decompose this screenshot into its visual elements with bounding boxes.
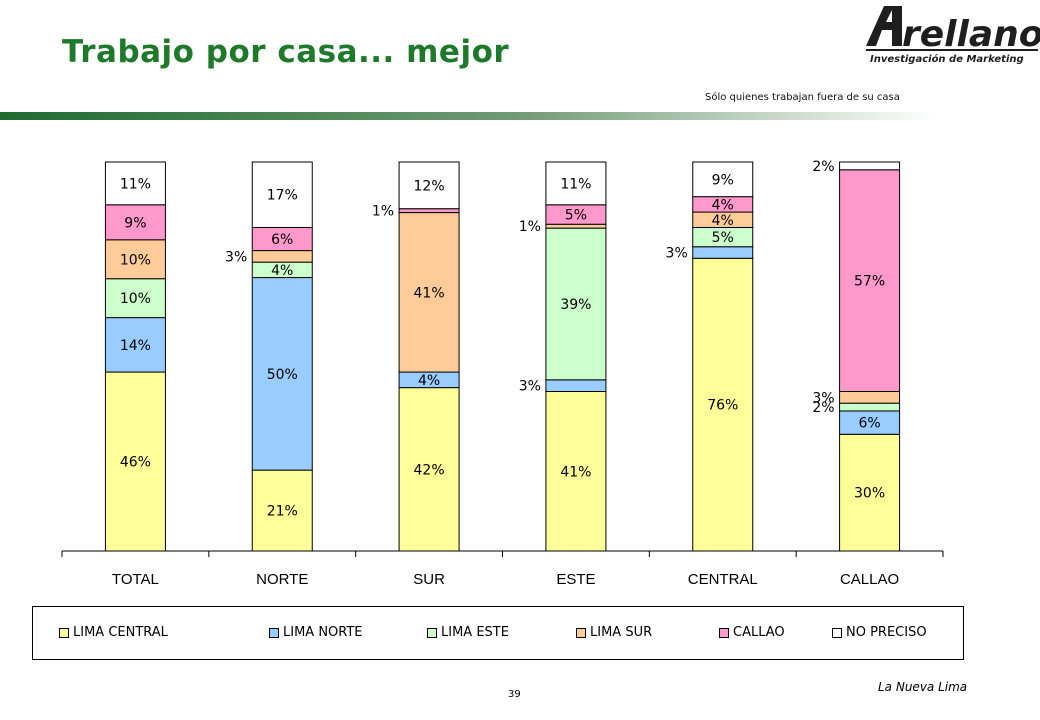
chart-legend: LIMA CENTRAL LIMA NORTE LIMA ESTE LIMA SUR C… <box>32 606 964 660</box>
bar-segment <box>251 250 313 263</box>
footer-section-label: La Nueva Lima <box>878 680 968 694</box>
data-label: 10% <box>120 252 151 268</box>
data-label: 2% <box>812 400 834 416</box>
data-label: 4% <box>271 263 293 279</box>
logo-tagline: Investigación de Marketing <box>870 53 1024 65</box>
data-label: 11% <box>120 176 151 192</box>
bar-segment <box>545 227 607 381</box>
data-label: 4% <box>712 213 734 229</box>
data-label: 4% <box>712 197 734 213</box>
bar-segment <box>104 278 166 319</box>
data-label: 50% <box>267 367 298 383</box>
bar-segment <box>692 257 754 552</box>
data-label: 42% <box>414 462 445 478</box>
legend-swatch <box>427 627 437 638</box>
arellano-logo: rellano Investigación de Marketing <box>866 6 1040 65</box>
bar-segment <box>104 161 166 206</box>
legend-swatch <box>719 627 729 638</box>
data-label: 39% <box>560 297 591 313</box>
logo-a-mark <box>866 6 902 46</box>
data-label: 11% <box>560 176 591 192</box>
data-label: 46% <box>120 455 151 471</box>
bar-segment <box>398 212 460 373</box>
data-label: 1% <box>519 219 541 235</box>
data-label: 21% <box>267 504 298 520</box>
data-label: 57% <box>854 274 885 290</box>
legend-swatch <box>269 627 279 638</box>
logo-wordmark: rellano <box>902 14 1040 55</box>
legend-label: LIMA SUR <box>590 625 653 640</box>
bar-segment <box>545 391 607 552</box>
x-tick-label: SUR <box>413 571 445 588</box>
data-label: 2% <box>812 159 834 175</box>
legend-label: LIMA ESTE <box>441 625 509 640</box>
bar-segment <box>545 223 607 229</box>
bar-segment <box>692 161 754 198</box>
bar-segment <box>251 161 313 228</box>
data-label: 3% <box>519 379 541 395</box>
x-tick-label: TOTAL <box>112 571 159 588</box>
data-label: 1% <box>372 204 394 220</box>
bar-segment <box>398 161 460 210</box>
data-label: 41% <box>414 285 445 301</box>
bar-segment <box>251 277 313 471</box>
bar-segment <box>545 161 607 206</box>
legend-item: LIMA SUR <box>576 625 652 640</box>
logo-a-cut <box>886 10 892 22</box>
data-label: 10% <box>120 291 151 307</box>
data-label: 30% <box>854 486 885 502</box>
data-label: 6% <box>858 416 880 432</box>
data-label: 9% <box>712 172 734 188</box>
legend-label: LIMA CENTRAL <box>73 625 168 640</box>
legend-swatch <box>576 627 586 638</box>
bar-segment <box>839 161 901 171</box>
logo-underline <box>866 49 1038 51</box>
legend-item: LIMA CENTRAL <box>59 625 168 640</box>
legend-label: NO PRECISO <box>846 625 927 640</box>
bar-segment <box>839 391 901 404</box>
data-label: 5% <box>712 230 734 246</box>
legend-label: LIMA NORTE <box>283 625 363 640</box>
legend-item: LIMA NORTE <box>269 625 363 640</box>
bar-segment <box>839 402 901 412</box>
data-label: 76% <box>707 398 738 414</box>
chart-subtitle: Sólo quienes trabajan fuera de su casa <box>705 92 900 103</box>
page-title: Trabajo por casa... mejor <box>62 34 510 70</box>
legend-item: CALLAO <box>719 625 785 640</box>
bar-segment <box>104 317 166 373</box>
data-label: 5% <box>565 208 587 224</box>
data-label: 3% <box>666 246 688 262</box>
bar-segment <box>545 379 607 393</box>
header-divider <box>0 112 937 120</box>
data-label: 4% <box>418 373 440 389</box>
page-number: 39 <box>508 689 521 700</box>
bar-segment <box>398 208 460 214</box>
x-tick-label: NORTE <box>256 571 308 588</box>
bar-segment <box>692 246 754 259</box>
data-label: 12% <box>414 178 445 194</box>
legend-label: CALLAO <box>733 625 785 640</box>
data-label: 14% <box>120 338 151 354</box>
bar-segment <box>839 433 901 552</box>
data-label: 3% <box>812 390 834 406</box>
data-label: 17% <box>267 188 298 204</box>
data-label: 9% <box>124 215 146 231</box>
x-tick-label: ESTE <box>556 571 595 588</box>
legend-item: NO PRECISO <box>832 625 927 640</box>
bar-segment <box>839 169 901 393</box>
legend-swatch <box>59 627 69 638</box>
stacked-bar-chart: 46% 14% 10% 10% 9% 11% TOTAL 21% 50% 4% 3% 6% 17% NOR… <box>61 159 944 588</box>
data-label: 3% <box>225 249 247 265</box>
bar-segment <box>104 371 166 552</box>
legend-item: LIMA ESTE <box>427 625 509 640</box>
bar-segment <box>104 239 166 280</box>
data-label: 6% <box>271 232 293 248</box>
bar-segment <box>104 204 166 241</box>
x-tick-label: CALLAO <box>840 571 899 588</box>
bar-segment <box>251 469 313 552</box>
data-label: 41% <box>560 464 591 480</box>
legend-swatch <box>832 627 842 638</box>
x-tick-label: CENTRAL <box>688 571 758 588</box>
